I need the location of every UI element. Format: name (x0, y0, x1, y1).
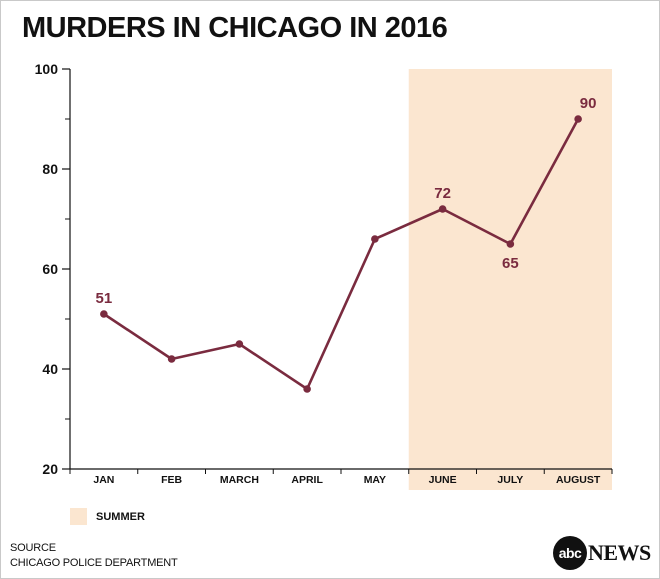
abc-logo-circle: abc (553, 536, 587, 570)
line-chart: 20 40 60 80 100 JAN FEB MARCH APRIL MAY JUNE JULY AU… (35, 61, 613, 490)
axis-layer: 20 40 60 80 100 JAN FEB MARCH APRIL MAY JUNE JULY AU… (35, 61, 613, 486)
y-tick-label-60: 60 (42, 261, 58, 277)
data-label-jan: 51 (96, 290, 113, 307)
x-tick-label-august: AUGUST (556, 474, 601, 486)
x-tick-label-july: JULY (497, 474, 523, 486)
data-point-feb (167, 355, 176, 363)
x-tick-label-april: APRIL (291, 474, 323, 486)
summer-band-layer (408, 69, 612, 490)
data-point-march (235, 340, 244, 348)
data-label-june: 72 (434, 185, 451, 202)
y-tick-label-40: 40 (42, 361, 58, 377)
x-tick-label-june: JUNE (429, 474, 457, 486)
x-tick-label-may: MAY (364, 474, 386, 486)
chart-title: MURDERS IN CHICAGO IN 2016 (22, 12, 448, 44)
series-layer (103, 118, 580, 391)
data-point-jan (100, 310, 108, 318)
legend: SUMMER (70, 508, 145, 525)
data-point-july (506, 240, 515, 248)
data-label-july: 65 (502, 255, 519, 272)
source-heading: SOURCE (10, 542, 56, 554)
summer-band (408, 69, 612, 490)
news-wordmark: NEWS (588, 540, 651, 565)
data-point-may (371, 235, 379, 243)
data-point-april (303, 385, 311, 393)
legend-label-summer: SUMMER (96, 510, 145, 523)
data-labels-layer: 51 72 65 90 (96, 95, 597, 307)
series-line (103, 118, 580, 391)
data-label-august: 90 (580, 95, 597, 112)
y-tick-label-20: 20 (42, 461, 58, 477)
x-tick-label-march: MARCH (220, 474, 259, 486)
x-tick-label-feb: FEB (161, 474, 182, 486)
data-point-june (438, 205, 447, 213)
y-tick-label-80: 80 (42, 161, 58, 177)
x-tick-label-jan: JAN (93, 474, 114, 486)
abc-news-logo: abc NEWS (553, 536, 651, 570)
y-tick-label-100: 100 (35, 61, 59, 77)
points-layer (100, 115, 582, 393)
data-point-august (574, 115, 582, 123)
source-name: CHICAGO POLICE DEPARTMENT (10, 557, 178, 569)
source-note: SOURCE CHICAGO POLICE DEPARTMENT (10, 541, 178, 571)
legend-swatch-summer (70, 508, 87, 525)
